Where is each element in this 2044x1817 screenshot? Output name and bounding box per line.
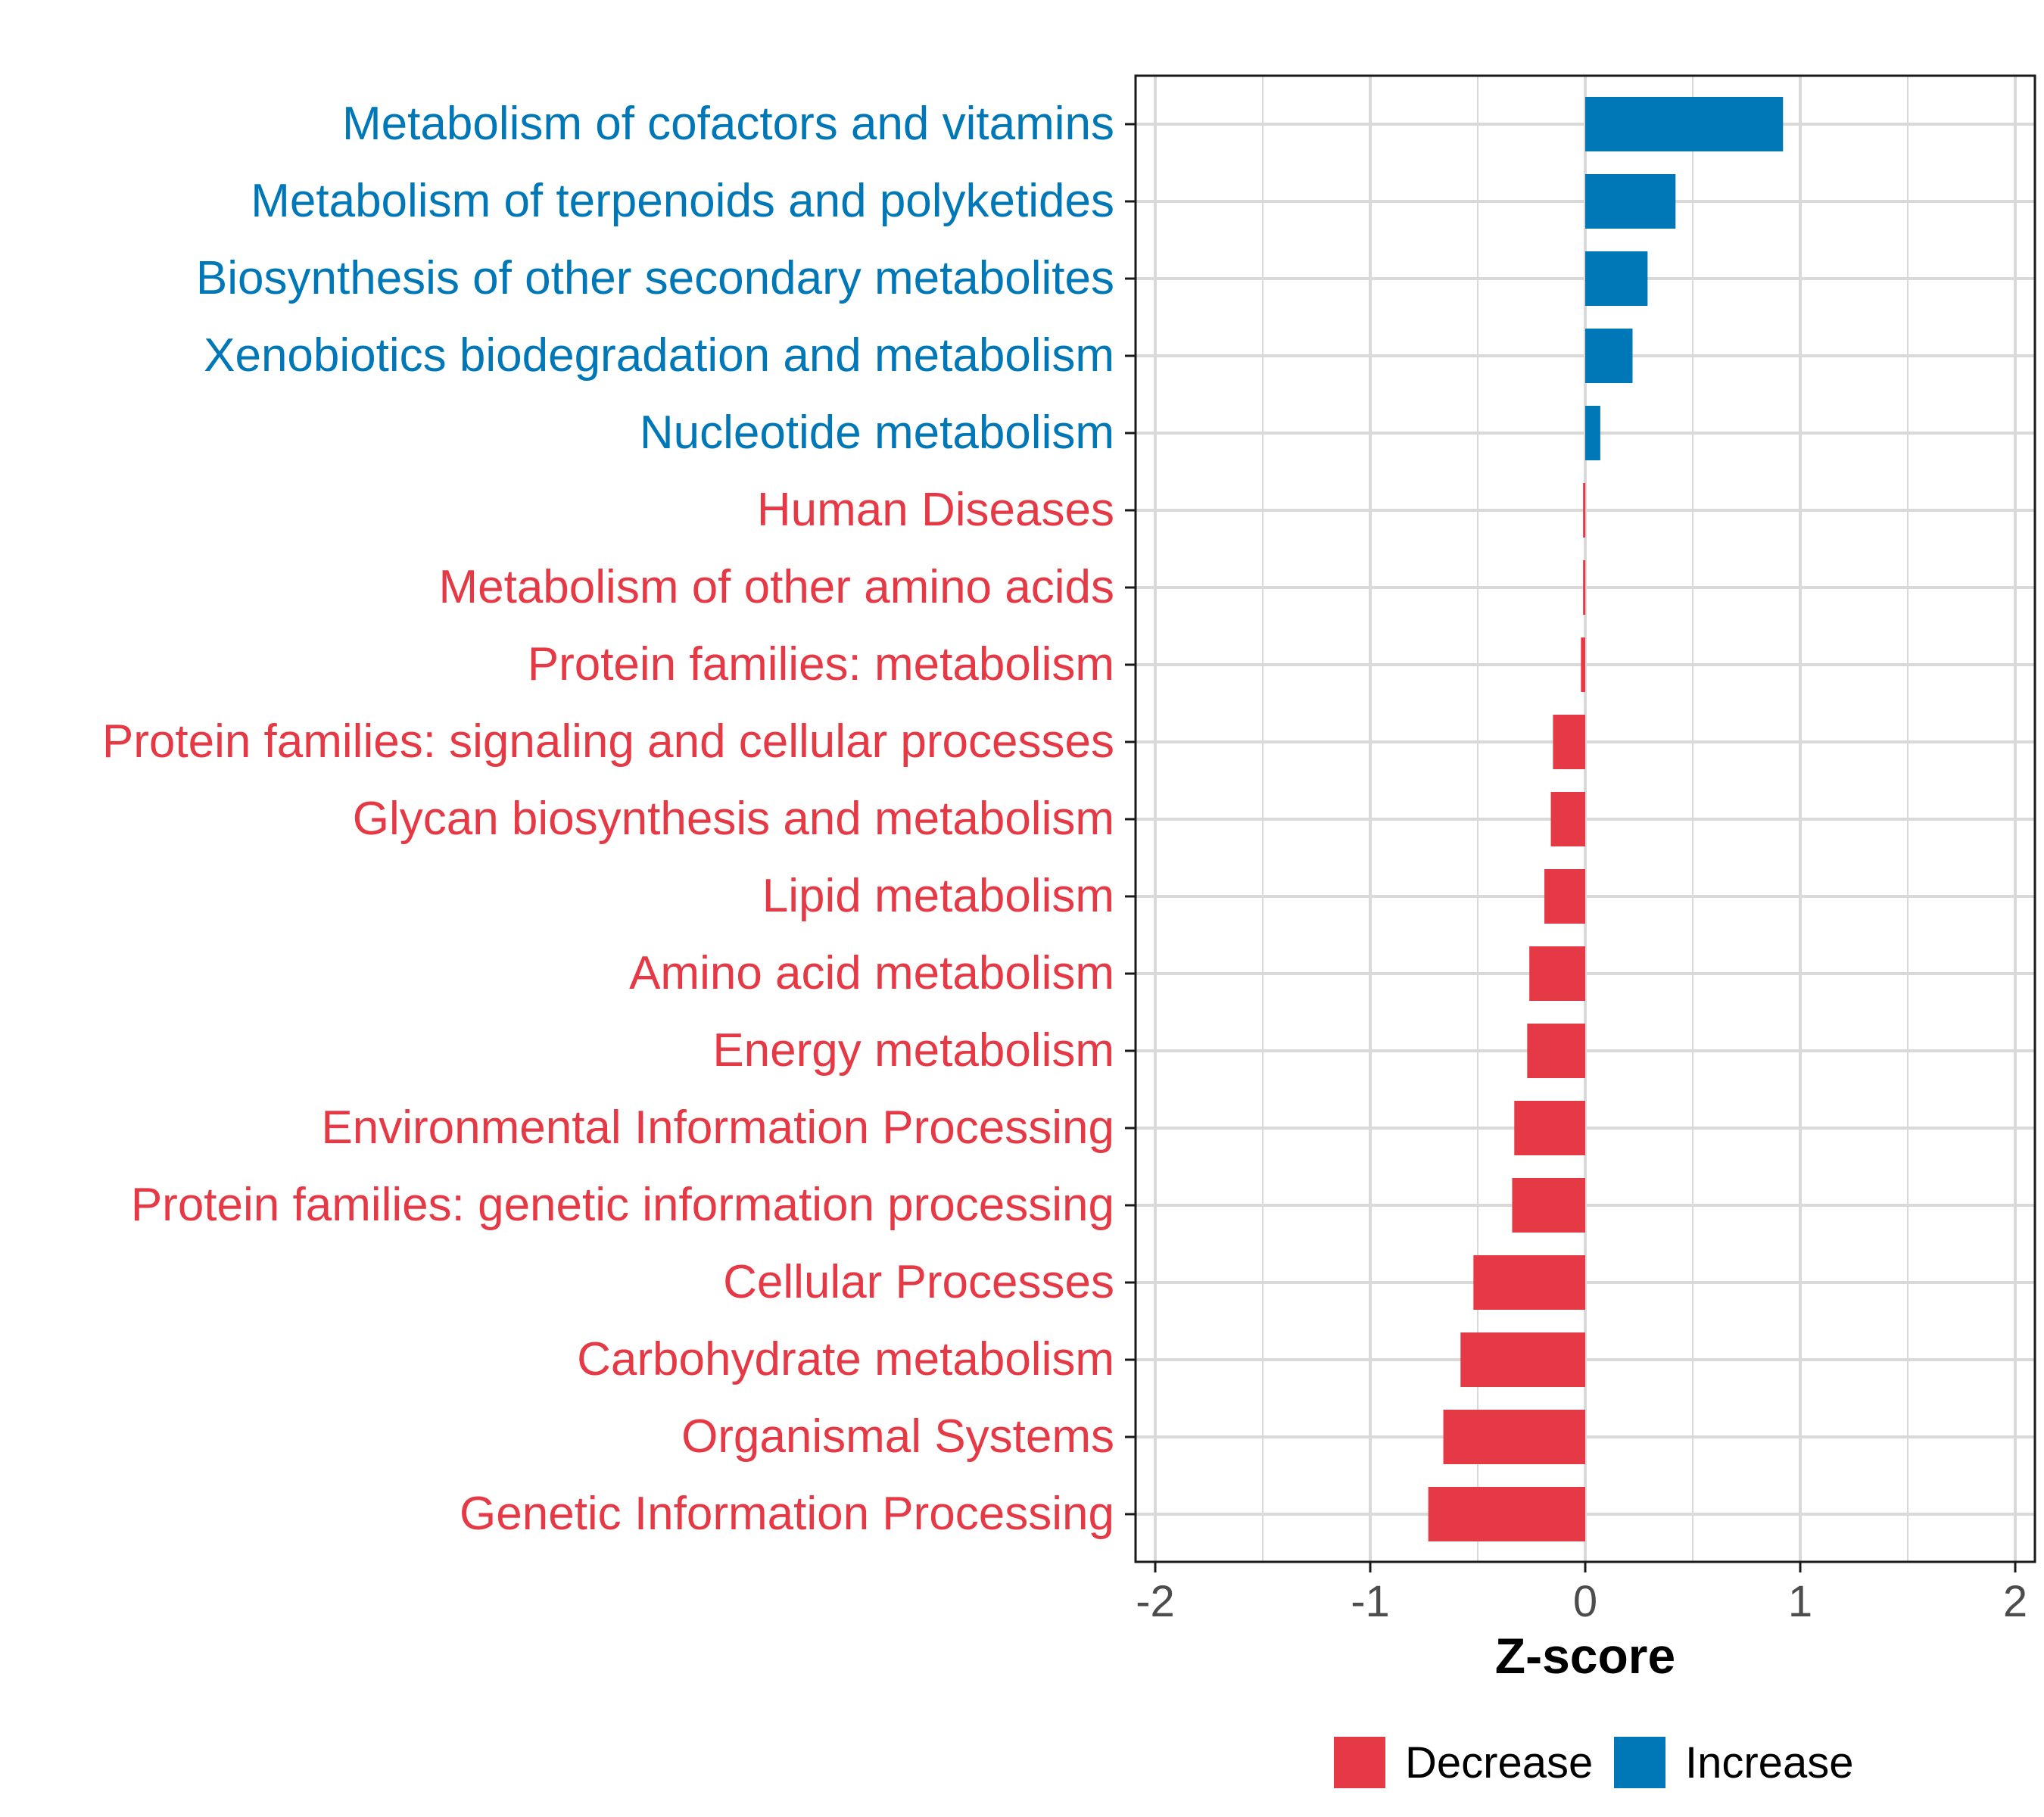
category-labels: Metabolism of cofactors and vitamins Meta…: [102, 98, 1114, 1540]
category-label: Nucleotide metabolism: [640, 407, 1114, 459]
x-ticks: -2 -1 0 1 2: [1136, 1562, 2027, 1626]
category-label: Metabolism of other amino acids: [438, 561, 1114, 613]
bar-decrease: [1553, 715, 1585, 769]
x-tick-label: -2: [1136, 1577, 1175, 1626]
legend-swatch-increase: [1614, 1737, 1665, 1788]
category-label: Biosynthesis of other secondary metaboli…: [196, 252, 1114, 304]
category-label: Glycan biosynthesis and metabolism: [353, 793, 1114, 845]
category-label: Cellular Processes: [723, 1256, 1114, 1308]
category-label: Genetic Information Processing: [460, 1488, 1114, 1540]
category-label: Xenobiotics biodegradation and metabolis…: [204, 329, 1114, 382]
bar-increase: [1585, 329, 1633, 383]
bar-decrease: [1583, 483, 1586, 538]
x-tick-label: 0: [1573, 1577, 1597, 1626]
bar-decrease: [1550, 792, 1585, 846]
bar-increase: [1585, 174, 1676, 229]
category-label: Lipid metabolism: [762, 870, 1114, 922]
x-tick-label: 1: [1788, 1577, 1812, 1626]
category-label: Environmental Information Processing: [321, 1102, 1114, 1154]
category-label: Protein families: genetic information pr…: [131, 1179, 1114, 1231]
category-label: Energy metabolism: [712, 1024, 1114, 1077]
bar-decrease: [1512, 1178, 1585, 1233]
bar-decrease: [1581, 637, 1585, 692]
category-label: Amino acid metabolism: [629, 947, 1114, 999]
bar-decrease: [1460, 1332, 1585, 1387]
bar-increase: [1585, 97, 1784, 151]
bar-increase: [1585, 251, 1648, 306]
bar-decrease: [1527, 1024, 1585, 1078]
bar-increase: [1585, 406, 1600, 460]
legend-label-increase: Increase: [1685, 1738, 1853, 1787]
category-label: Carbohydrate metabolism: [577, 1333, 1114, 1385]
bar-decrease: [1529, 946, 1585, 1001]
category-label: Metabolism of cofactors and vitamins: [342, 98, 1114, 150]
legend-label-decrease: Decrease: [1405, 1738, 1593, 1787]
legend: Decrease Increase: [1334, 1737, 1853, 1788]
bar-decrease: [1443, 1410, 1585, 1464]
x-axis-title: Z-score: [1495, 1628, 1675, 1684]
legend-swatch-decrease: [1334, 1737, 1385, 1788]
bar-decrease: [1428, 1487, 1585, 1541]
category-label: Protein families: signaling and cellular…: [102, 715, 1114, 768]
category-label: Metabolism of terpenoids and polyketides: [251, 175, 1114, 227]
bar-decrease: [1583, 560, 1586, 615]
category-label: Organismal Systems: [681, 1410, 1114, 1463]
category-label: Human Diseases: [757, 484, 1114, 536]
bar-decrease: [1514, 1101, 1585, 1155]
x-tick-label: -1: [1351, 1577, 1390, 1626]
bar-decrease: [1544, 869, 1585, 924]
category-label: Protein families: metabolism: [528, 638, 1114, 690]
bar-decrease: [1473, 1255, 1585, 1310]
y-ticks: [1125, 123, 1136, 1516]
bars: [1428, 97, 1784, 1541]
x-tick-label: 2: [2003, 1577, 2027, 1626]
